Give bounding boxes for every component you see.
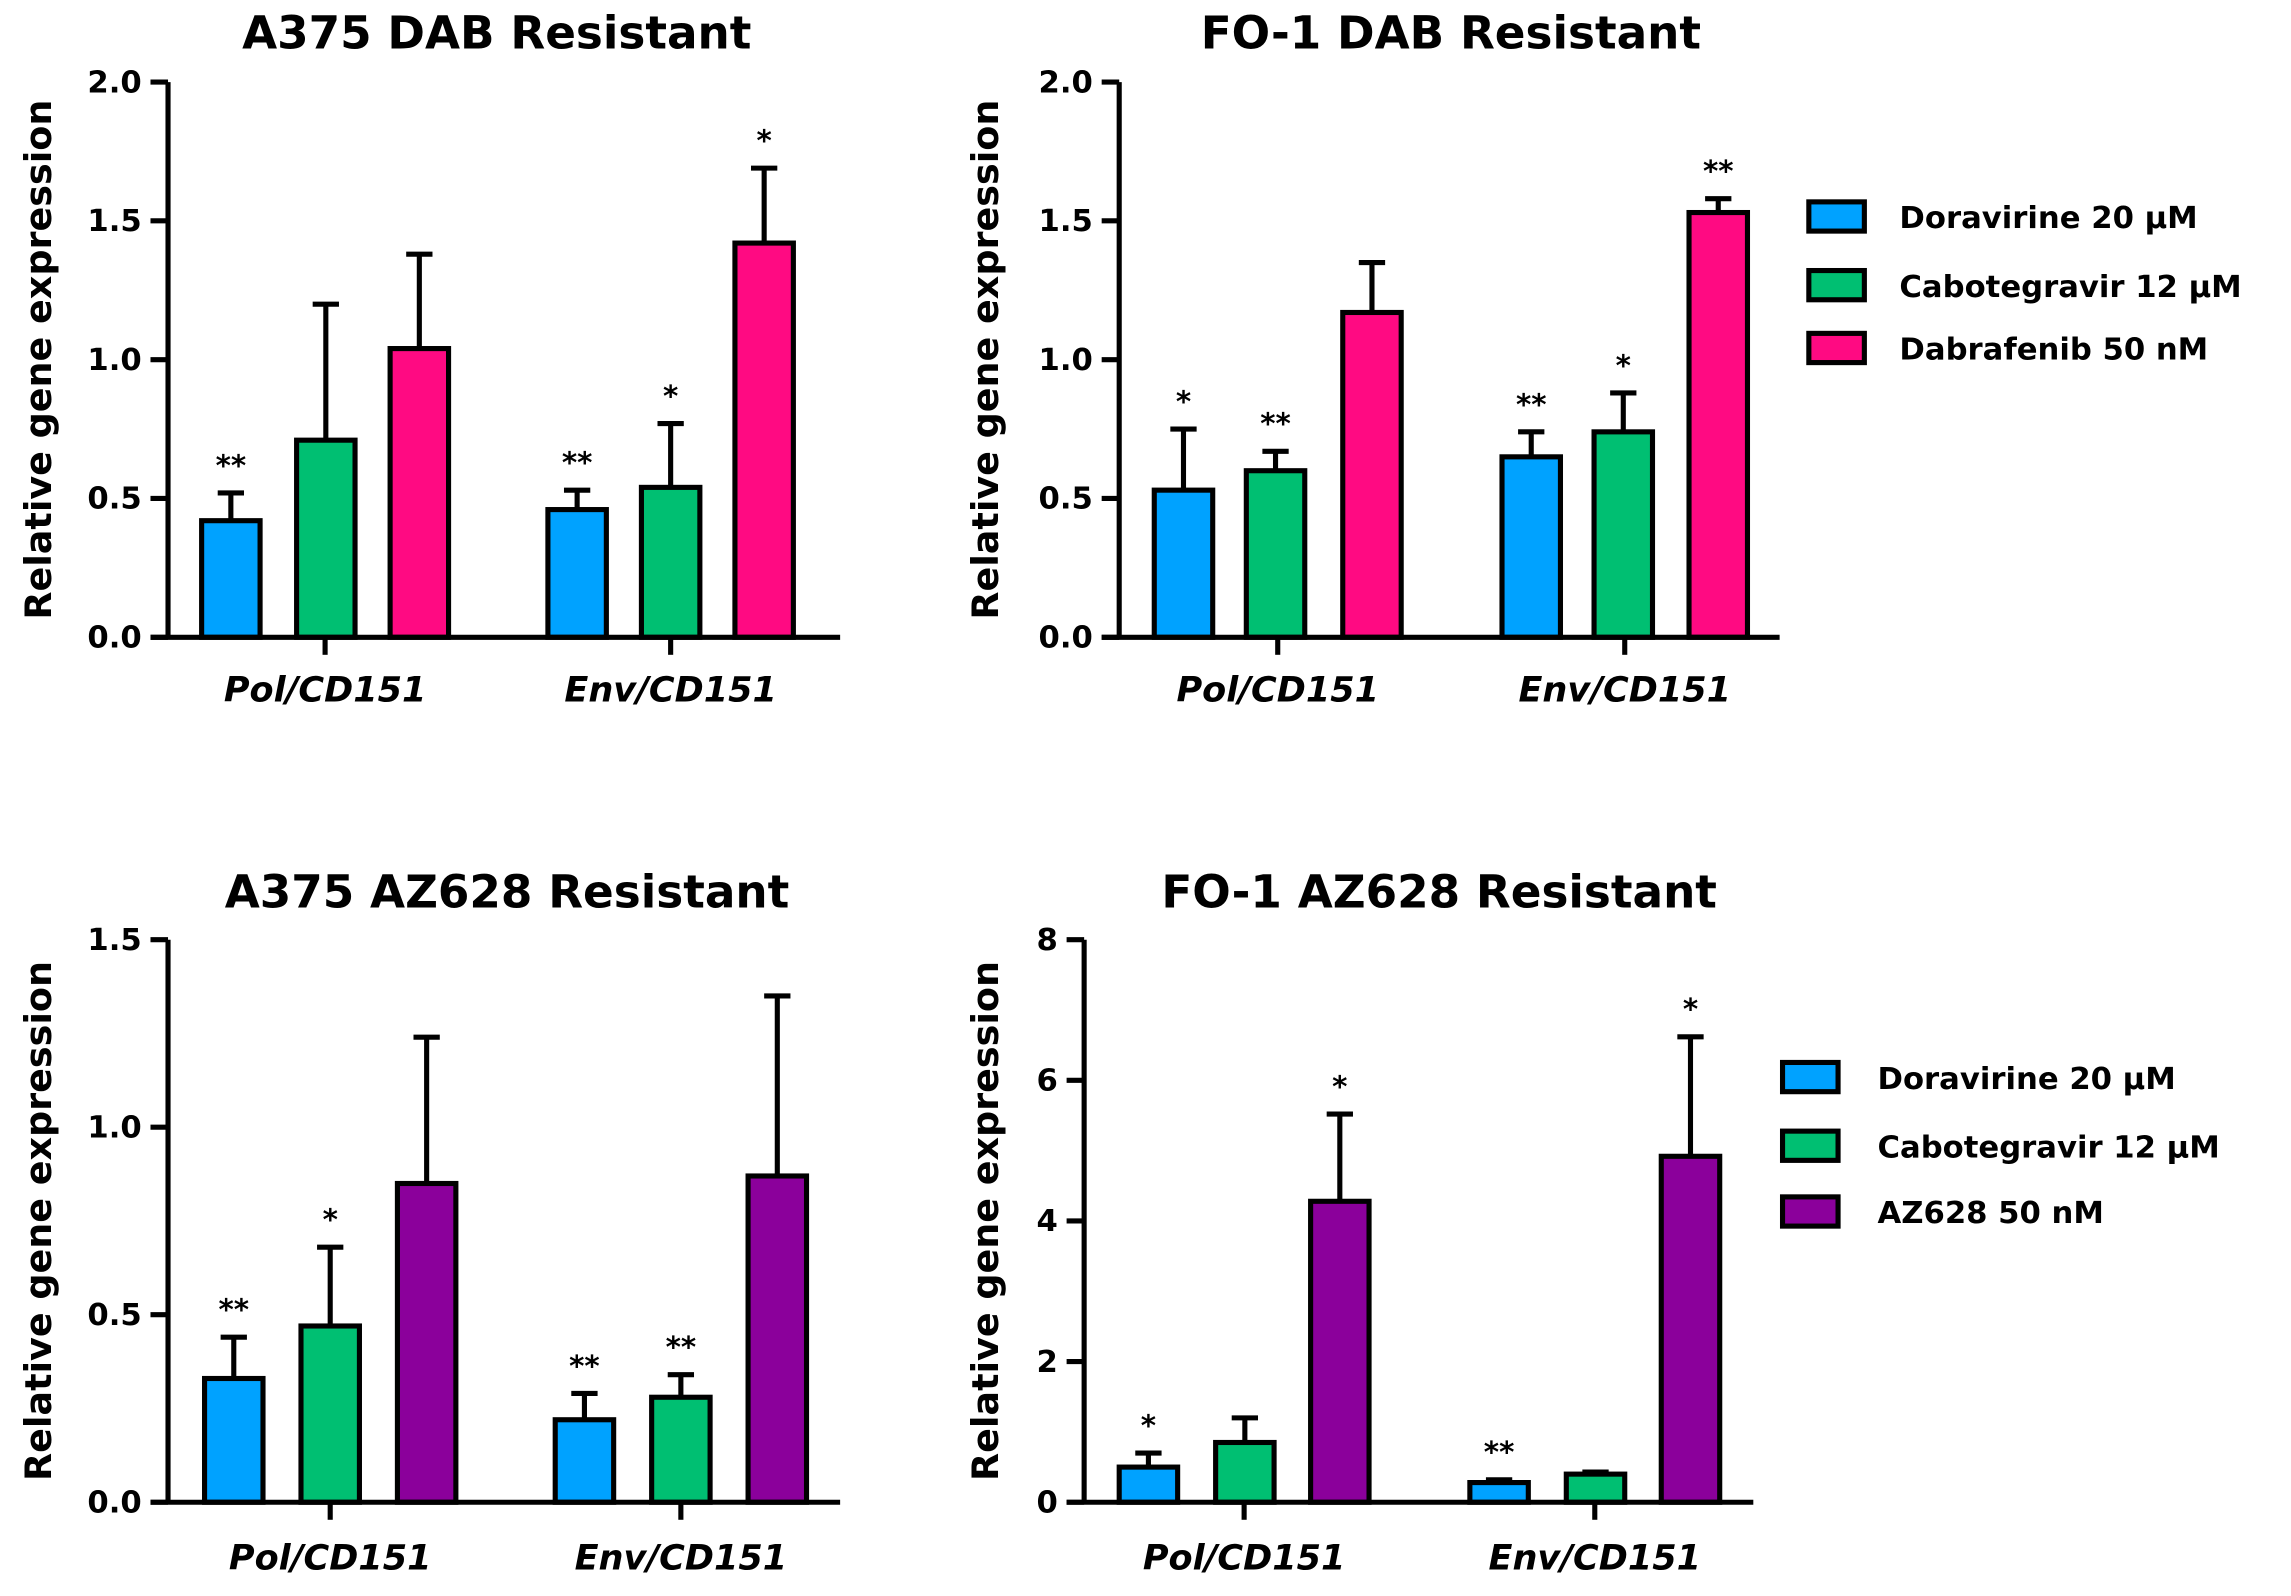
bar [649,1394,713,1505]
bar [745,1173,810,1505]
y-tick-label: 8 [1036,923,1057,958]
bar [1658,1153,1723,1505]
y-tick-label: 0 [1036,1485,1057,1520]
significance-label: ** [666,1330,697,1364]
y-tick-label: 2 [1036,1345,1057,1380]
significance-label: * [663,379,678,413]
chart-title: A375 DAB Resistant [242,6,751,59]
bar [1467,1480,1531,1505]
legend-swatch [1806,199,1867,234]
bar [552,1417,617,1505]
legend-swatch [1806,267,1867,303]
significance-label: ** [216,448,247,482]
bar [1563,1471,1628,1505]
significance-label: * [323,1203,338,1237]
legend-label: AZ628 50 nM [1878,1196,2104,1231]
significance-label: ** [1703,154,1734,188]
chart-panel-2: A375 AZ628 Resistant Relative gene expres… [17,866,841,1578]
bar [1308,1198,1372,1505]
y-tick-label: 1.5 [87,923,141,958]
x-tick-label: Env/CD151 [575,1537,788,1578]
y-tick-label: 0.5 [87,482,141,517]
bar [294,437,358,640]
x-tick-label: Pol/CD151 [229,1537,432,1578]
bar [732,240,796,640]
legend-swatch [1779,1194,1841,1229]
significance-label: * [1176,385,1191,419]
bar [1591,429,1656,640]
bar [638,484,703,640]
x-tick-label: Env/CD151 [564,670,777,711]
legend-swatch [1779,1059,1841,1095]
significance-label: * [757,124,772,158]
bar [394,1180,459,1505]
x-tick-label: Pol/CD151 [1143,1537,1346,1578]
significance-label: * [1616,348,1631,382]
chart-title: A375 AZ628 Resistant [225,866,790,919]
chart-panel-1: FO-1 DAB Resistant Relative gene expressi… [964,6,2242,710]
bar [387,346,452,640]
bar [201,1375,266,1505]
bar [1151,487,1216,640]
y-tick-label: 1.5 [87,204,141,239]
legend-label: Cabotegravir 12 µM [1878,1130,2220,1165]
bar [1243,468,1308,640]
y-tick-label: 0.5 [1039,482,1093,517]
legend-label: Dabrafenib 50 nM [1899,333,2208,368]
chart-title: FO-1 DAB Resistant [1201,6,1701,59]
legend-swatch [1806,330,1867,366]
bar [1213,1439,1277,1505]
y-tick-label: 6 [1036,1064,1057,1099]
x-tick-label: Env/CD151 [1518,670,1731,711]
legend-swatch [1779,1128,1841,1163]
y-tick-label: 1.0 [1039,343,1093,378]
bar [545,507,609,640]
significance-label: * [1683,992,1698,1026]
y-tick-label: 1.0 [87,1110,141,1145]
legend-label: Doravirine 20 µM [1878,1062,2176,1097]
y-tick-label: 0.0 [87,1485,141,1520]
bar [298,1323,362,1505]
y-tick-label: 1.0 [87,343,141,378]
y-tick-label: 2.0 [1039,65,1093,100]
y-tick-label: 1.5 [1039,204,1093,239]
legend-label: Cabotegravir 12 µM [1899,270,2241,305]
y-tick-label: 4 [1036,1204,1057,1239]
significance-label: ** [1260,407,1291,441]
significance-label: * [1332,1070,1347,1104]
x-tick-label: Pol/CD151 [224,670,427,711]
chart-panel-3: FO-1 AZ628 Resistant Relative gene expres… [964,866,2220,1579]
y-tick-label: 2.0 [87,65,141,100]
significance-label: ** [1516,387,1547,421]
y-tick-label: 0.0 [1039,621,1093,656]
y-tick-label: 0.5 [87,1298,141,1333]
x-tick-label: Env/CD151 [1489,1537,1702,1578]
chart-panel-0: A375 DAB Resistant Relative gene expressi… [17,6,841,711]
bar [1116,1464,1181,1505]
significance-label: ** [1484,1435,1515,1469]
y-axis-label: Relative gene expression [964,961,1007,1481]
y-axis-label: Relative gene expression [17,961,60,1481]
bar [1340,309,1404,640]
significance-label: ** [218,1293,249,1327]
y-axis-label: Relative gene expression [17,100,60,620]
chart-title: FO-1 AZ628 Resistant [1161,866,1717,919]
bar [1499,454,1564,640]
y-tick-label: 0.0 [87,621,141,656]
y-axis-label: Relative gene expression [964,100,1007,620]
legend-label: Doravirine 20 µM [1899,201,2197,236]
bar [199,518,263,640]
bar [1686,209,1751,640]
significance-label: * [1141,1408,1156,1442]
significance-label: ** [569,1349,600,1383]
significance-label: ** [562,446,593,480]
x-tick-label: Pol/CD151 [1176,670,1379,711]
